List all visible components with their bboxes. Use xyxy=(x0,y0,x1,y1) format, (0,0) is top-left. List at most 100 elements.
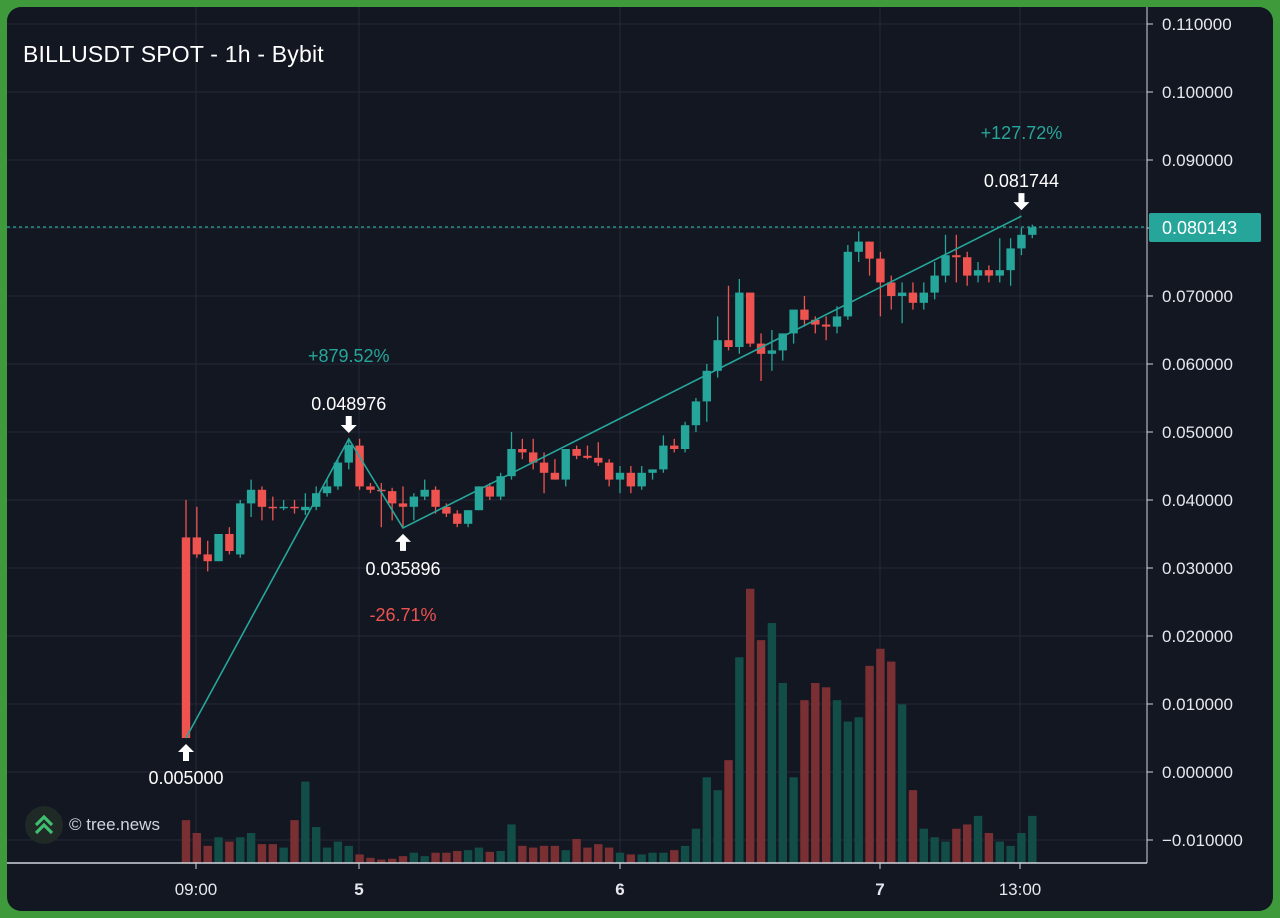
last-price-label: 0.080143 xyxy=(1162,218,1237,238)
candle-body xyxy=(355,445,364,487)
candle-body xyxy=(843,251,853,317)
time-tick-label: 09:00 xyxy=(175,880,218,899)
volume-bar xyxy=(572,839,581,863)
volume-bar xyxy=(626,854,636,863)
volume-bar xyxy=(377,859,386,863)
volume-bar xyxy=(984,833,994,863)
candle-body xyxy=(496,476,505,497)
candle-body xyxy=(908,292,918,303)
candle-body xyxy=(181,537,191,738)
volume-bar xyxy=(420,856,429,863)
candle-body xyxy=(778,333,787,351)
volume-bar xyxy=(637,854,646,863)
volume-bar xyxy=(344,845,353,863)
candle-body xyxy=(735,292,744,347)
candle-body xyxy=(854,241,863,252)
volume-bar xyxy=(225,841,234,863)
price-tick-label: 0.020000 xyxy=(1162,627,1233,646)
arrow-up-icon xyxy=(395,533,411,551)
candle-body xyxy=(746,292,755,344)
low-price-label: 0.035896 xyxy=(365,559,440,579)
volume-bar xyxy=(257,844,267,863)
volume-bar xyxy=(952,828,961,863)
candle-body xyxy=(1028,227,1037,235)
candle-body xyxy=(659,445,668,470)
candle-body xyxy=(973,270,983,276)
candle-body xyxy=(691,401,701,426)
price-tick-label: 0.070000 xyxy=(1162,287,1233,306)
volume-bar xyxy=(713,790,722,863)
price-tick-label: 0.060000 xyxy=(1162,355,1233,374)
candle-body xyxy=(214,534,223,562)
volume-bar xyxy=(746,588,755,863)
candle-body xyxy=(615,472,625,480)
volume-bar xyxy=(897,704,907,863)
candle-body xyxy=(952,255,961,258)
volume-bar xyxy=(192,833,202,863)
volume-bar xyxy=(583,847,592,863)
volume-bar xyxy=(702,777,711,863)
candle-body xyxy=(529,452,538,463)
candle-body xyxy=(225,534,234,551)
candle-body xyxy=(550,472,560,480)
volume-bar xyxy=(843,721,853,863)
volume-bar xyxy=(279,847,288,863)
volume-bar xyxy=(442,852,451,863)
candle-body xyxy=(702,370,711,402)
volume-bar xyxy=(930,837,939,863)
volume-bar xyxy=(181,820,191,863)
time-tick-label: 13:00 xyxy=(999,880,1042,899)
volume-bar xyxy=(496,851,505,863)
pct-change-label: +879.52% xyxy=(308,346,390,366)
candle-body xyxy=(821,324,831,327)
candle-body xyxy=(724,340,733,347)
volume-bar xyxy=(778,683,787,863)
candle-body xyxy=(301,506,310,511)
volume-bar xyxy=(615,852,625,863)
candle-body xyxy=(930,275,939,293)
price-tick-label: −0.010000 xyxy=(1162,831,1243,850)
time-tick-label: 7 xyxy=(875,880,884,899)
candle-body xyxy=(811,319,820,325)
volume-bar xyxy=(485,851,494,863)
candles xyxy=(181,224,1037,738)
candle-body xyxy=(453,513,462,524)
price-axis[interactable]: 0.1100000.1000000.0900000.0800000.070000… xyxy=(1146,7,1261,863)
volume-bar xyxy=(908,790,918,863)
last-price-badge xyxy=(1149,213,1261,243)
candle-body xyxy=(192,537,202,555)
volume-bar xyxy=(963,824,972,863)
candle-body xyxy=(995,270,1004,276)
candle-body xyxy=(442,506,451,514)
arrow-down-icon xyxy=(340,415,357,433)
low-price-label: 0.005000 xyxy=(148,768,223,788)
candle-body xyxy=(887,282,896,296)
volume-bar xyxy=(604,847,614,863)
candle-body xyxy=(594,457,603,463)
candle-body xyxy=(431,489,440,507)
candle-body xyxy=(539,462,549,473)
time-tick-label: 5 xyxy=(354,880,363,899)
price-tick-label: 0.010000 xyxy=(1162,695,1233,714)
time-axis[interactable]: 09:00 5 6 7 13:00 xyxy=(7,862,1147,899)
candle-body xyxy=(789,309,798,334)
volume-bar xyxy=(312,827,321,863)
volume-bar xyxy=(680,845,690,863)
candle-body xyxy=(637,472,646,487)
volume-bar xyxy=(691,828,701,863)
volume-bar xyxy=(887,661,896,863)
price-tick-label: 0.030000 xyxy=(1162,559,1233,578)
volume-bar xyxy=(539,845,549,863)
watermark-text: © tree.news xyxy=(69,815,160,834)
chart-canvas[interactable]: 0.1100000.1000000.0900000.0800000.070000… xyxy=(7,7,1273,911)
chart-frame: 0.1100000.1000000.0900000.0800000.070000… xyxy=(7,7,1273,911)
candle-body xyxy=(203,554,212,562)
candle-body xyxy=(246,489,256,504)
annotations: 0.005000 0.048976 +879.52% 0.035896 -26.71% 0… xyxy=(148,123,1062,788)
candle-body xyxy=(485,486,494,497)
candle-body xyxy=(680,425,690,449)
volume-bar xyxy=(322,847,332,863)
candle-body xyxy=(756,343,766,354)
price-tick-label: 0.000000 xyxy=(1162,763,1233,782)
gridlines xyxy=(7,7,1147,863)
